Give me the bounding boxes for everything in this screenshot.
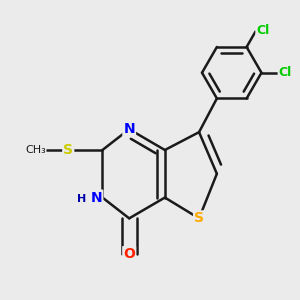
Text: N: N (91, 190, 102, 205)
Text: CH₃: CH₃ (25, 145, 46, 155)
Text: Cl: Cl (256, 24, 270, 37)
Text: N: N (123, 122, 135, 136)
Text: Cl: Cl (279, 66, 292, 79)
Text: H: H (77, 194, 86, 204)
Text: S: S (194, 212, 204, 225)
Text: O: O (123, 247, 135, 261)
Text: S: S (63, 143, 73, 157)
